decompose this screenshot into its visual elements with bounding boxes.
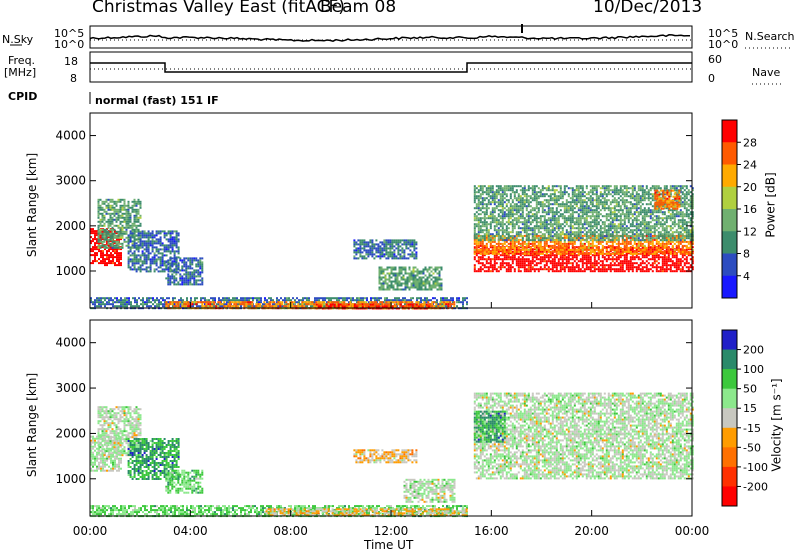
velocity-region-3 [165, 469, 204, 494]
freq-label: Freq. [8, 54, 36, 67]
power-colorbar-seg-7 [722, 275, 737, 299]
nsky-label: N.Sky [2, 33, 34, 46]
velocity-colorbar-frame [721, 329, 738, 507]
power-region-3 [165, 257, 204, 286]
power-region-2 [127, 230, 180, 273]
nsky-strip-frame [89, 25, 693, 49]
power-ytick-label-3: 4000 [55, 129, 86, 143]
velocity-colorbar-seg-2 [722, 369, 737, 390]
nsearch-label: N.Search [745, 30, 795, 43]
velocity-ytick-label-2: 3000 [55, 381, 86, 395]
nave-label: Nave [752, 66, 781, 79]
power-colorbar-tick-label-0: 28 [743, 136, 757, 149]
x-tick-label-0: 00:00 [73, 524, 108, 538]
nsearch-tick-bottom: 10^0 [708, 38, 739, 51]
freq-strip-frame [89, 51, 693, 83]
nave-tick-bottom: 0 [708, 72, 715, 85]
velocity-colorbar-tick-label-7: -200 [743, 480, 768, 493]
velocity-region-6 [353, 449, 418, 464]
power-colorbar-seg-1 [722, 142, 737, 165]
power-ytick-label-1: 2000 [55, 219, 86, 233]
velocity-region-8 [473, 433, 694, 480]
power-region-7 [353, 239, 418, 260]
x-tick-label-3: 12:00 [374, 524, 409, 538]
nave-tick-top: 60 [708, 53, 722, 66]
power-colorbar-seg-5 [722, 231, 737, 254]
power-colorbar-tick-label-6: 4 [743, 270, 750, 283]
velocity-colorbar-tick-label-4: -15 [743, 422, 761, 435]
x-axis-label: Time UT [364, 538, 414, 552]
velocity-region-9 [473, 392, 694, 435]
x-tick-label-5: 20:00 [574, 524, 609, 538]
power-colorbar-seg-2 [722, 164, 737, 188]
power-colorbar-tick-label-2: 20 [743, 181, 757, 194]
velocity-colorbar-seg-4 [722, 408, 737, 429]
velocity-colorbar-tick-label-0: 200 [743, 344, 764, 357]
nsearch-tick-top: 10^5 [708, 27, 739, 40]
power-region-8 [378, 266, 443, 291]
velocity-colorbar-seg-6 [722, 447, 737, 468]
power-colorbar-seg-0 [722, 120, 737, 143]
velocity-ytick-label-0: 1000 [55, 472, 86, 486]
nsky-line [89, 34, 691, 42]
velocity-ytick-label-1: 2000 [55, 426, 86, 440]
beam-label: Beam 08 [320, 0, 397, 17]
velocity-colorbar-seg-7 [722, 466, 737, 487]
velocity-colorbar-seg-0 [722, 330, 737, 351]
velocity-region-7 [403, 478, 456, 503]
velocity-colorbar-seg-1 [722, 349, 737, 370]
freq-tick-bottom: 8 [70, 72, 77, 85]
x-tick-label-4: 16:00 [474, 524, 509, 538]
power-region-12 [654, 189, 681, 210]
power-region-11 [473, 185, 694, 242]
velocity-colorbar-tick-label-3: 15 [743, 402, 757, 415]
power-colorbar-tick-label-1: 24 [743, 159, 757, 172]
power-colorbar-tick-label-3: 16 [743, 203, 757, 216]
cpid-value: normal (fast) 151 IF [95, 94, 219, 107]
power-colorbar-tick-label-4: 12 [743, 225, 757, 238]
velocity-ytick-label-3: 4000 [55, 336, 86, 350]
x-tick-label-6: 00:00 [675, 524, 710, 538]
power-colorbar-seg-4 [722, 209, 737, 232]
power-colorbar-tick-label-5: 8 [743, 248, 750, 261]
velocity-colorbar-seg-3 [722, 388, 737, 409]
power-colorbar-seg-6 [722, 253, 737, 277]
freq-unit-label: [MHz] [4, 66, 37, 79]
power-ytick-label-0: 1000 [55, 264, 86, 278]
velocity-colorbar-tick-label-2: 50 [743, 383, 757, 396]
freq-line [90, 62, 692, 73]
velocity-colorbar-tick-label-5: -50 [743, 441, 761, 454]
velocity-colorbar-seg-8 [722, 486, 737, 507]
nsky-tick-top: 10^5 [54, 27, 85, 40]
chart-title: Christmas Valley East (fitACF) [92, 0, 345, 17]
velocity-colorbar-seg-5 [722, 427, 737, 448]
nsky-tick-bottom: 10^0 [54, 38, 85, 51]
cpid-label: CPID [8, 90, 38, 103]
date-label: 10/Dec/2013 [593, 0, 703, 17]
freq-tick-top: 18 [64, 55, 78, 68]
x-tick-label-2: 08:00 [273, 524, 308, 538]
velocity-colorbar-tick-label-1: 100 [743, 363, 764, 376]
velocity-region-10 [473, 410, 506, 443]
power-ytick-label-2: 3000 [55, 174, 86, 188]
velocity-colorbar-tick-label-6: -100 [743, 461, 768, 474]
power-colorbar-seg-3 [722, 186, 737, 210]
x-tick-label-1: 04:00 [173, 524, 208, 538]
